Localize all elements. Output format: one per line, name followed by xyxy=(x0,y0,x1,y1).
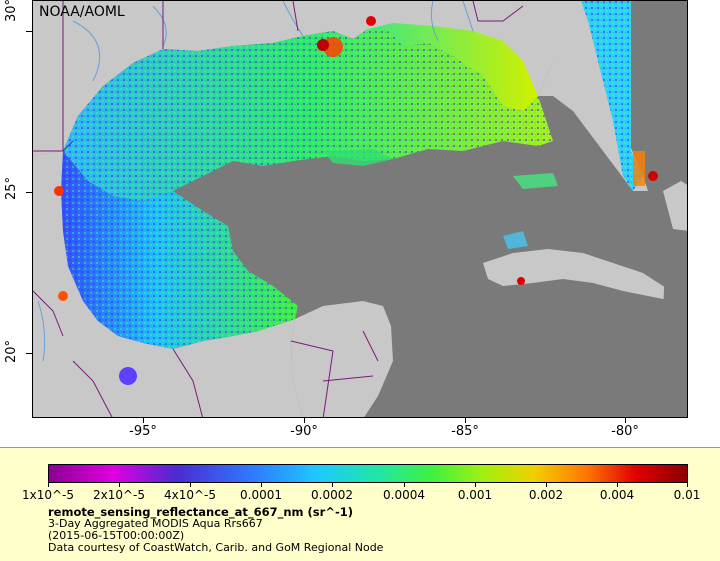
colorbar-label: 2x10^-5 xyxy=(92,488,146,502)
hotspot-cuba xyxy=(517,277,525,285)
lon-tickmark-80 xyxy=(625,418,626,423)
org-label: NOAA/AOML xyxy=(39,4,125,20)
lon-tick-85: -85° xyxy=(451,424,479,439)
time-stamp: (2015-06-15T00:00:00Z) xyxy=(48,529,185,542)
colorbar-label: 4x10^-5 xyxy=(163,488,217,502)
colorbar-label: 0.01 xyxy=(673,488,701,502)
colorbar-label: 0.0002 xyxy=(311,488,353,502)
land-cuba xyxy=(483,249,678,301)
hotspot-texas xyxy=(54,186,64,196)
colorbar-tickmark xyxy=(687,483,688,487)
lat-tickmark-30 xyxy=(26,31,32,32)
colorbar-tickmark xyxy=(404,483,405,487)
lon-tickmark-85 xyxy=(465,418,466,423)
colorbar-label: 0.004 xyxy=(599,488,635,502)
credit-text: Data courtesy of CoastWatch, Carib. and … xyxy=(48,541,384,554)
lon-tick-95: -95° xyxy=(129,424,157,439)
colorbar-tickmark xyxy=(475,483,476,487)
colorbar-label: 0.0001 xyxy=(240,488,282,502)
hotspot-florida-keys xyxy=(648,171,658,181)
lon-tick-80: -80° xyxy=(611,424,639,439)
lat-tick-30: 30° xyxy=(4,0,19,22)
lat-tickmark-25 xyxy=(26,192,32,193)
rivers xyxy=(37,1,474,362)
map-canvas xyxy=(33,1,687,417)
colorbar-tickmark xyxy=(546,483,547,487)
colorbar-label: 0.002 xyxy=(528,488,564,502)
map-frame[interactable]: NOAA/AOML xyxy=(32,0,688,418)
colorbar-tickmark xyxy=(119,483,120,487)
lat-tick-20: 20° xyxy=(4,339,19,363)
colorbar-label: 0.001 xyxy=(457,488,493,502)
land-bahamas xyxy=(663,181,687,231)
lon-tick-90: -90° xyxy=(290,424,318,439)
colorbar-tickmark xyxy=(48,483,49,487)
colorbar-tickmark xyxy=(617,483,618,487)
lon-tickmark-95 xyxy=(143,418,144,423)
colorbar-tickmark xyxy=(332,483,333,487)
colorbar-tickmark xyxy=(190,483,191,487)
land-mexico xyxy=(33,151,303,417)
land-yucatan xyxy=(291,301,393,417)
variable-name: remote_sensing_reflectance_at_667_nm (sr… xyxy=(48,505,353,519)
colorbar xyxy=(48,464,688,483)
legend-panel: 1x10^-5 2x10^-5 4x10^-5 0.0001 0.0002 0.… xyxy=(0,447,720,561)
legend-text: remote_sensing_reflectance_at_667_nm (sr… xyxy=(48,506,383,554)
lat-tick-25: 25° xyxy=(4,176,19,200)
colorbar-label: 0.0004 xyxy=(383,488,425,502)
lon-tickmark-90 xyxy=(304,418,305,423)
data-west-florida-shelf xyxy=(368,23,538,111)
hotspot-tamaulipas xyxy=(58,291,68,301)
lat-tickmark-20 xyxy=(26,353,32,354)
hotspot-campeche xyxy=(119,367,137,385)
dataset-name: 3-Day Aggregated MODIS Aqua Rrs667 xyxy=(48,517,263,530)
colorbar-label: 1x10^-5 xyxy=(21,488,75,502)
political-borders xyxy=(33,1,524,417)
colorbar-tickmark xyxy=(261,483,262,487)
hotspot-mobile xyxy=(366,16,376,26)
